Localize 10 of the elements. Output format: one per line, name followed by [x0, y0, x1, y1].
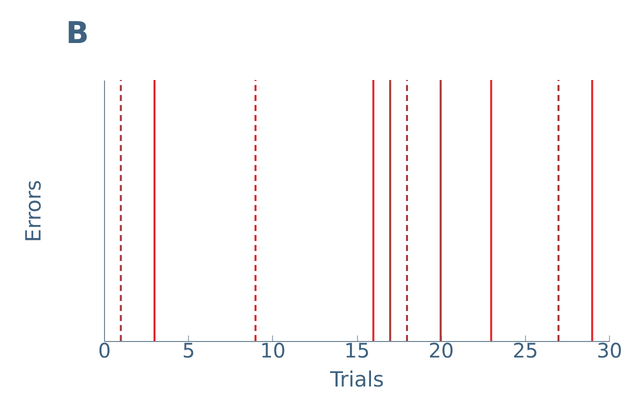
y-axis-title: Errors — [22, 180, 46, 242]
x-tick-label: 10 — [260, 338, 286, 362]
x-tick-label: 20 — [428, 338, 454, 362]
x-tick-label: 30 — [596, 338, 622, 362]
x-tick-label: 25 — [512, 338, 538, 362]
x-tick-label: 15 — [344, 338, 370, 362]
x-tick-label: 5 — [182, 338, 196, 362]
chart-title: B — [66, 16, 89, 51]
x-axis-title: Trials — [329, 368, 384, 392]
x-tick-label: 0 — [98, 338, 111, 362]
